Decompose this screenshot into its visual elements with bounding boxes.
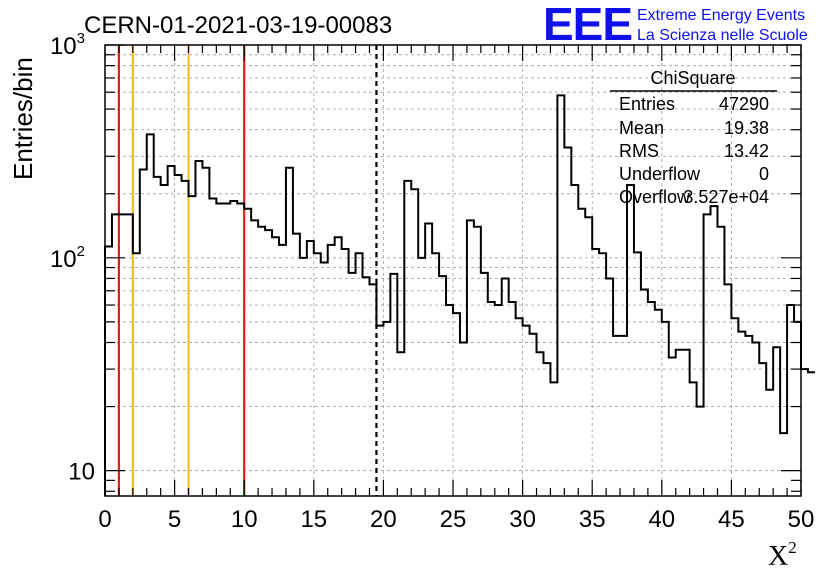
y-tick-label: 103 bbox=[50, 30, 85, 60]
y-tick-label-exponent: 3 bbox=[77, 30, 85, 47]
eee-logo-mark: EEE bbox=[543, 0, 632, 50]
eee-logo-line1: Extreme Energy Events bbox=[637, 7, 805, 24]
x-tick-label: 35 bbox=[579, 506, 606, 533]
histogram-step-line bbox=[104, 94, 815, 496]
vertical-lines-layer bbox=[117, 45, 378, 496]
x-tick-label: 10 bbox=[231, 506, 258, 533]
y-axis-label: Entries/bin bbox=[8, 57, 38, 180]
x-tick-label: 45 bbox=[718, 506, 745, 533]
stats-value-overflow: 3.527e+04 bbox=[683, 187, 769, 207]
x-axis-label-exp: 2 bbox=[788, 538, 797, 557]
stats-value-underflow: 0 bbox=[759, 164, 769, 184]
stats-label-rms: RMS bbox=[619, 141, 659, 161]
y-tick-label: 102 bbox=[50, 243, 85, 273]
x-tick-label: 5 bbox=[168, 506, 181, 533]
x-tick-label: 15 bbox=[300, 506, 327, 533]
x-tick-label: 50 bbox=[788, 506, 815, 533]
stats-value-mean: 19.38 bbox=[724, 118, 769, 138]
y-tick-label-base: 10 bbox=[68, 459, 95, 486]
x-axis-label-chi: Χ bbox=[768, 541, 788, 572]
y-tick-label-base: 10 bbox=[50, 246, 77, 273]
stats-label-overflow: Overflow bbox=[619, 187, 691, 207]
chart-title: CERN-01-2021-03-19-00083 bbox=[84, 12, 392, 39]
y-tick-label-base: 10 bbox=[50, 33, 77, 60]
stats-box-name: ChiSquare bbox=[650, 68, 735, 88]
x-axis-label: Χ2 bbox=[768, 538, 797, 572]
histogram-layer bbox=[104, 94, 815, 496]
eee-logo: EEE Extreme Energy Events La Scienza nel… bbox=[543, 0, 808, 50]
stats-label-entries: Entries bbox=[619, 94, 675, 114]
stats-label-mean: Mean bbox=[619, 118, 664, 138]
grid-layer bbox=[105, 45, 801, 496]
stats-box: ChiSquare Entries 47290 Mean 19.38 RMS 1… bbox=[610, 68, 777, 207]
stats-value-entries: 47290 bbox=[719, 94, 769, 114]
y-tick-label: 10 bbox=[68, 459, 95, 486]
x-tick-label: 30 bbox=[509, 506, 536, 533]
y-tick-label-exponent: 2 bbox=[77, 243, 85, 260]
x-tick-label: 25 bbox=[440, 506, 467, 533]
eee-logo-line2: La Scienza nelle Scuole bbox=[637, 27, 808, 44]
x-tick-label: 40 bbox=[648, 506, 675, 533]
x-tick-label: 0 bbox=[98, 506, 111, 533]
stats-value-rms: 13.42 bbox=[724, 141, 769, 161]
stats-label-underflow: Underflow bbox=[619, 164, 701, 184]
x-tick-label: 20 bbox=[370, 506, 397, 533]
